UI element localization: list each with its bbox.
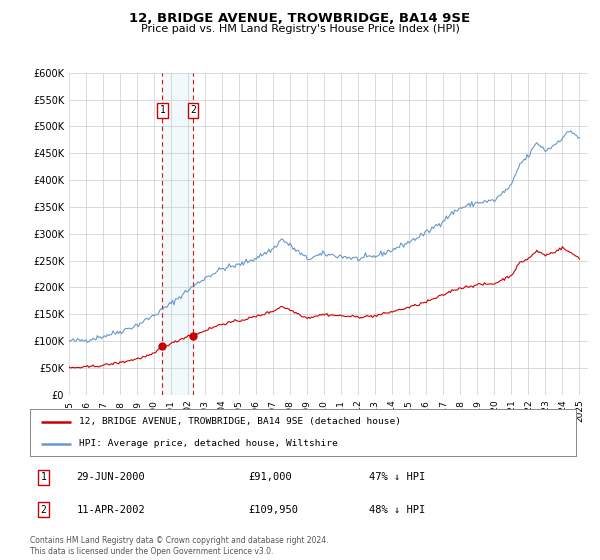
Text: Contains HM Land Registry data © Crown copyright and database right 2024.
This d: Contains HM Land Registry data © Crown c… — [30, 536, 329, 556]
Bar — [163, 73, 193, 395]
Text: 12, BRIDGE AVENUE, TROWBRIDGE, BA14 9SE: 12, BRIDGE AVENUE, TROWBRIDGE, BA14 9SE — [130, 12, 470, 25]
Text: 11-APR-2002: 11-APR-2002 — [76, 505, 145, 515]
Text: 1: 1 — [41, 473, 47, 482]
Text: £109,950: £109,950 — [248, 505, 298, 515]
Text: 48% ↓ HPI: 48% ↓ HPI — [368, 505, 425, 515]
Text: 47% ↓ HPI: 47% ↓ HPI — [368, 473, 425, 482]
Text: 2: 2 — [190, 105, 196, 115]
Text: 29-JUN-2000: 29-JUN-2000 — [76, 473, 145, 482]
Text: 12, BRIDGE AVENUE, TROWBRIDGE, BA14 9SE (detached house): 12, BRIDGE AVENUE, TROWBRIDGE, BA14 9SE … — [79, 417, 401, 426]
Text: 1: 1 — [160, 105, 166, 115]
Text: HPI: Average price, detached house, Wiltshire: HPI: Average price, detached house, Wilt… — [79, 439, 338, 448]
Text: 2: 2 — [41, 505, 47, 515]
Text: £91,000: £91,000 — [248, 473, 292, 482]
Text: Price paid vs. HM Land Registry's House Price Index (HPI): Price paid vs. HM Land Registry's House … — [140, 24, 460, 34]
